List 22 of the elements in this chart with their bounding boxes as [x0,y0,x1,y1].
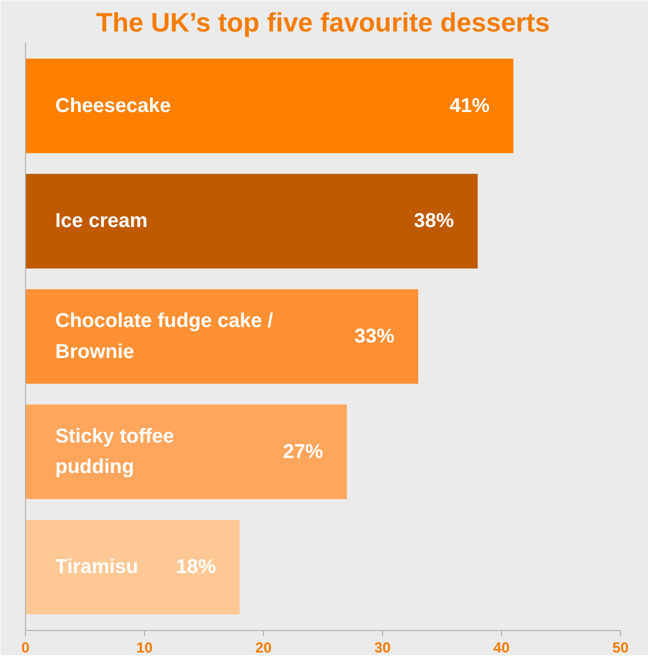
y-tick-label: Chocolate fudge cake / Brownie [55,310,274,363]
bar [26,404,347,500]
chart-title: The UK’s top five favourite desserts [96,8,550,38]
bar [26,174,478,268]
x-tick-label: 10 [136,640,153,656]
x-tick-label: 0 [21,640,30,656]
x-tick-label: 40 [493,640,510,656]
data-label: 33% [354,326,395,348]
y-tick-label: Ice cream [55,210,148,232]
x-tick-label: 30 [374,640,391,656]
bar [26,58,514,154]
y-tick-label: Tiramisu [55,556,138,578]
y-tick-label: Sticky toffee pudding [55,425,174,478]
data-label: 41% [450,94,490,117]
x-tick-label: 50 [612,640,629,656]
data-label: 27% [282,440,324,463]
data-label: 38% [414,210,454,232]
bar [26,520,240,614]
data-label: 18% [176,556,216,578]
y-tick-label: Cheesecake [55,94,171,117]
x-tick-label: 20 [255,640,272,656]
bar [26,289,418,384]
